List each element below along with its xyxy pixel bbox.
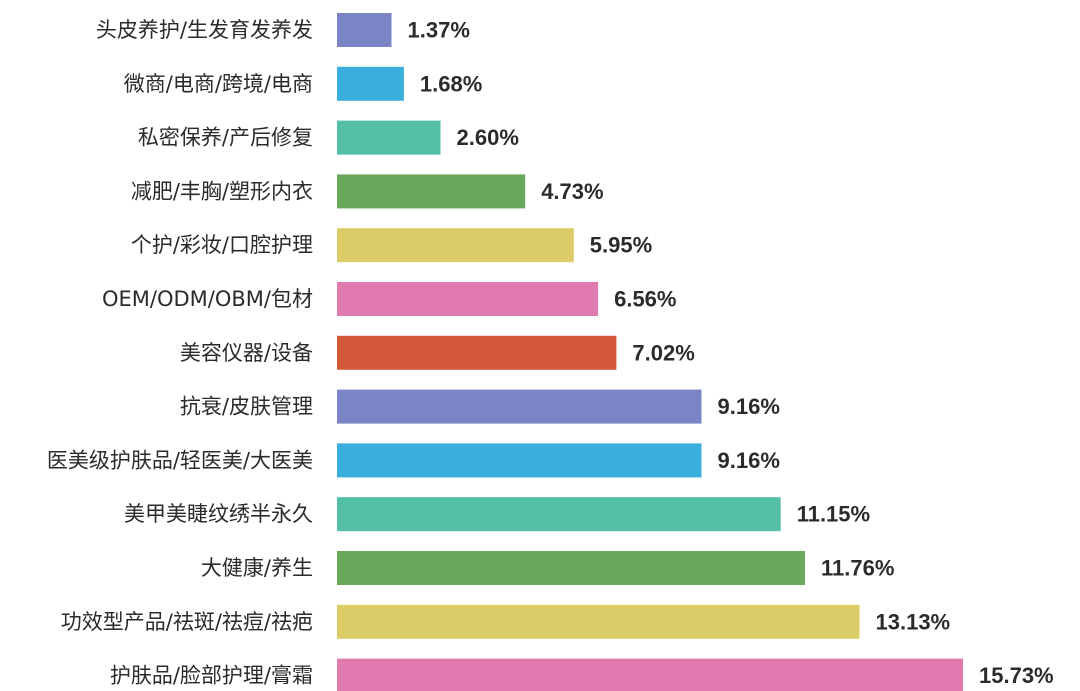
value-label: 9.16%: [718, 394, 780, 419]
bar: [337, 174, 526, 209]
category-label: 大健康/养生: [201, 556, 313, 580]
category-label: 护肤品/脸部护理/膏霜: [110, 664, 313, 688]
bar: [337, 282, 599, 316]
bar-row: 美容仪器/设备 7.02%: [180, 335, 695, 370]
bar-row: 微商/电商/跨境/电商 1.68%: [124, 66, 482, 101]
bar: [337, 658, 963, 691]
bar-row: 医美级护肤品/轻医美/大医美 9.16%: [47, 443, 780, 478]
value-label: 7.02%: [632, 340, 694, 365]
category-label: 个护/彩妆/口腔护理: [131, 233, 313, 257]
value-label: 5.95%: [590, 233, 652, 258]
bar: [337, 389, 702, 424]
category-label: 私密保养/产后修复: [138, 126, 313, 150]
bar-row: 功效型产品/祛斑/祛痘/祛疤 13.13%: [61, 604, 951, 639]
value-label: 4.73%: [541, 179, 603, 204]
value-label: 2.60%: [457, 125, 519, 150]
category-label: 美容仪器/设备: [180, 341, 313, 365]
bar-row: 私密保养/产后修复 2.60%: [138, 120, 519, 155]
category-label: 头皮养护/生发育发养发: [96, 18, 313, 42]
value-label: 9.16%: [718, 448, 780, 473]
bar: [337, 443, 702, 478]
bar: [337, 335, 617, 370]
value-label: 11.76%: [821, 556, 894, 581]
bar: [337, 497, 781, 532]
value-label: 6.56%: [614, 287, 676, 312]
bar-row: 大健康/养生 11.76%: [201, 551, 894, 585]
value-label: 11.15%: [797, 502, 870, 527]
category-label: 抗衰/皮肤管理: [180, 395, 313, 419]
bar: [337, 13, 392, 47]
bar: [337, 551, 805, 585]
value-label: 1.37%: [408, 18, 470, 43]
bar-row: 减肥/丰胸/塑形内衣 4.73%: [131, 174, 604, 209]
bar-row: 护肤品/脸部护理/膏霜 15.73%: [110, 658, 1054, 691]
category-label: 功效型产品/祛斑/祛痘/祛疤: [61, 610, 313, 634]
bar-row: 头皮养护/生发育发养发 1.37%: [96, 13, 470, 47]
category-label: 减肥/丰胸/塑形内衣: [131, 179, 313, 203]
bar-row: 美甲美睫纹绣半永久 11.15%: [124, 497, 870, 532]
bar-row: 个护/彩妆/口腔护理 5.95%: [131, 228, 652, 263]
bar: [337, 66, 404, 101]
bar: [337, 604, 860, 639]
value-label: 1.68%: [420, 71, 482, 96]
category-label: 美甲美睫纹绣半永久: [124, 502, 313, 526]
category-label: 微商/电商/跨境/电商: [124, 72, 313, 96]
category-label: 医美级护肤品/轻医美/大医美: [47, 448, 313, 472]
value-label: 15.73%: [979, 663, 1054, 688]
bar: [337, 120, 441, 155]
bar-row: 抗衰/皮肤管理 9.16%: [180, 389, 780, 424]
bar: [337, 228, 574, 263]
bar-row: OEM/ODM/OBM/包材 6.56%: [102, 282, 676, 316]
category-label: OEM/ODM/OBM/包材: [102, 287, 313, 311]
value-label: 13.13%: [876, 609, 951, 634]
